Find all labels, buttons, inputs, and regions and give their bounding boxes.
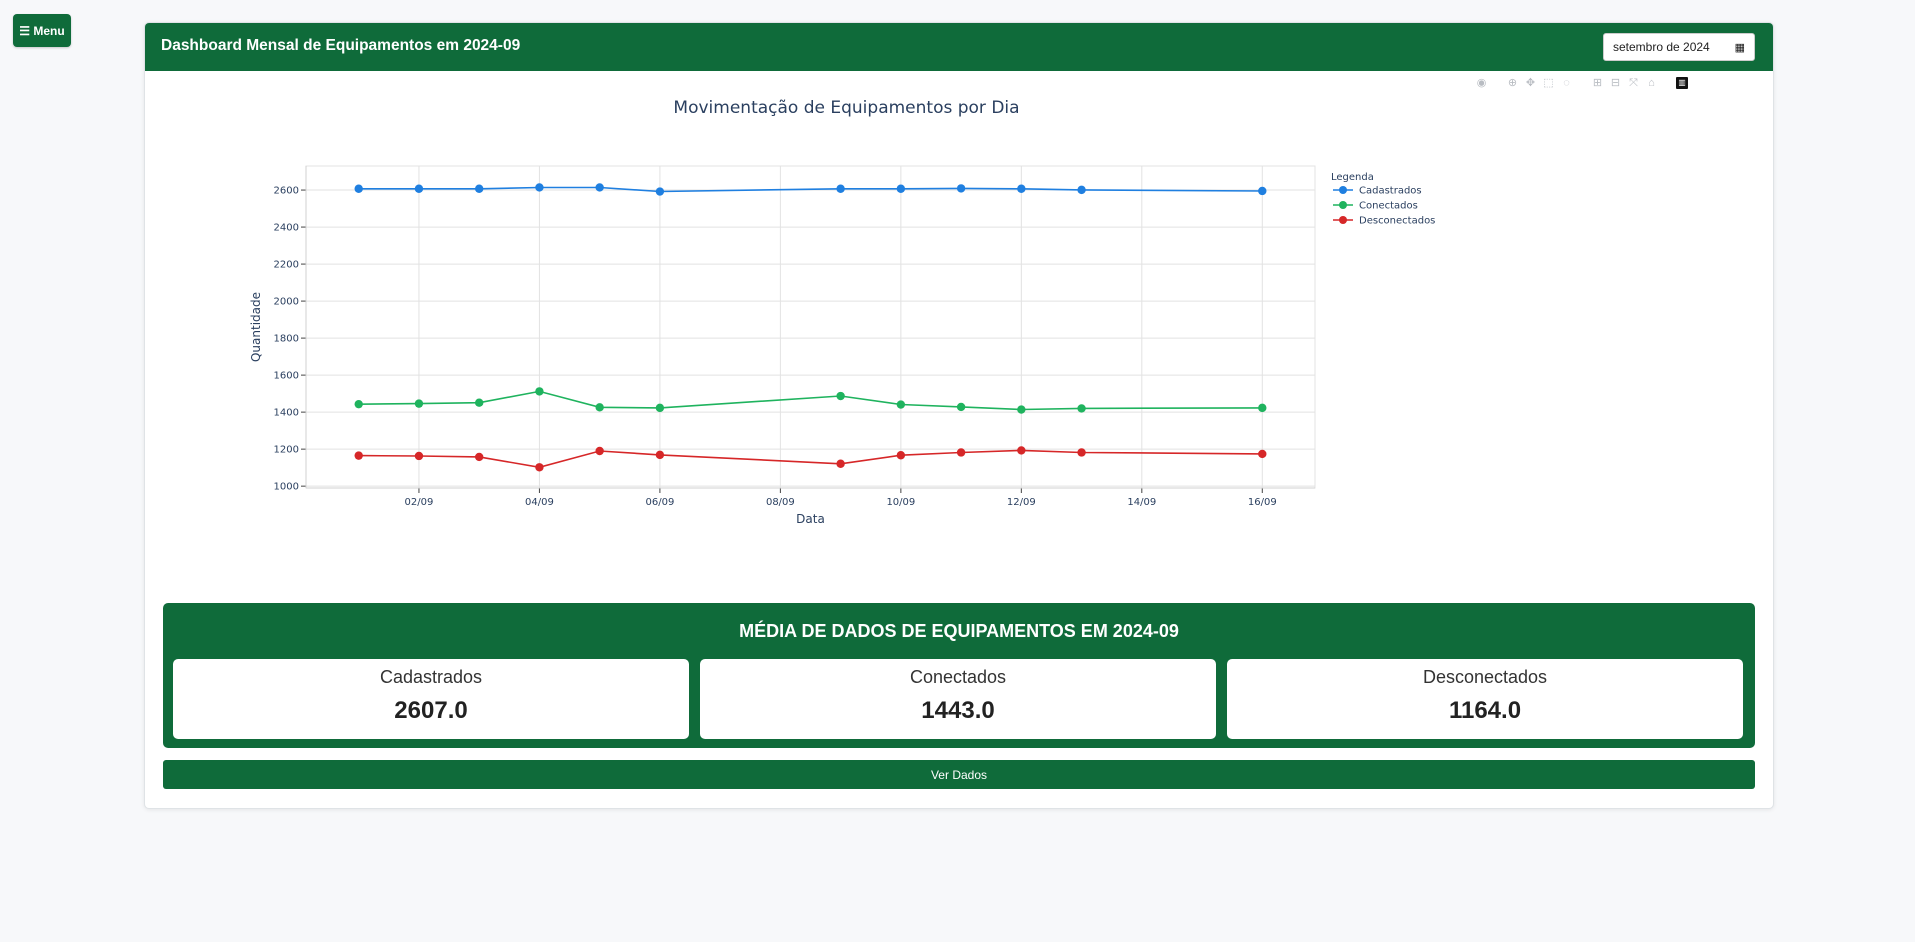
- legend-entry-cadastrados: Cadastrados: [1359, 186, 1422, 197]
- data-point-conectados: [1077, 404, 1086, 413]
- data-point-cadastrados: [655, 187, 665, 196]
- data-point-conectados: [354, 399, 363, 409]
- month-picker-input[interactable]: setembro de 2024 ▦: [1603, 33, 1755, 61]
- pan-icon[interactable]: ✥: [1525, 76, 1536, 89]
- page-title: Dashboard Mensal de Equipamentos em 2024…: [161, 37, 521, 54]
- legend-entry-conectados: Conectados: [1359, 201, 1418, 212]
- y-tick-label: 2600: [274, 186, 299, 197]
- stat-label: Desconectados: [1422, 667, 1548, 687]
- data-point-conectados: [1258, 403, 1267, 413]
- y-tick-label: 1400: [274, 408, 299, 419]
- data-point-desconectados: [595, 446, 604, 456]
- data-point-desconectados: [956, 448, 966, 457]
- stat-label: Cadastrados: [379, 667, 483, 687]
- legend-swatch-marker: [1339, 216, 1347, 224]
- box-select-icon[interactable]: ⬚: [1543, 76, 1554, 89]
- data-point-desconectados: [474, 452, 484, 462]
- data-point-conectados: [836, 391, 845, 401]
- y-tick-label: 1200: [274, 445, 299, 456]
- data-point-conectados: [655, 403, 665, 413]
- x-tick-label: 06/09: [645, 497, 674, 508]
- camera-icon[interactable]: ◉: [1476, 76, 1487, 89]
- series-line-cadastrados: [358, 186, 1263, 193]
- y-tick-label: 2000: [274, 297, 299, 308]
- y-tick-label: 1000: [274, 482, 299, 493]
- data-point-cadastrados: [836, 184, 845, 193]
- data-point-cadastrados: [595, 183, 604, 192]
- data-point-conectados: [535, 387, 544, 396]
- card-header: Dashboard Mensal de Equipamentos em 2024…: [145, 23, 1773, 71]
- x-axis-label: Data: [796, 512, 825, 526]
- x-tick-label: 10/09: [886, 497, 915, 508]
- x-tick-label: 08/09: [766, 497, 795, 508]
- chart-title: Movimentação de Equipamentos por Dia: [673, 98, 1019, 118]
- autoscale-icon[interactable]: ⤧: [1629, 76, 1638, 89]
- calendar-icon[interactable]: ▦: [1734, 41, 1745, 54]
- plotly-logo-icon[interactable]: ▥: [1676, 77, 1688, 89]
- data-point-conectados: [1017, 405, 1026, 414]
- y-tick-label: 2400: [274, 223, 299, 234]
- legend-title: Legenda: [1331, 172, 1374, 183]
- zoom-out-icon[interactable]: ⊟: [1610, 76, 1621, 89]
- stat-value: 2607.0: [394, 697, 468, 724]
- menu-button[interactable]: ☰ Menu: [13, 14, 71, 47]
- data-point-cadastrados: [414, 184, 424, 193]
- data-point-conectados: [956, 402, 966, 412]
- x-tick-label: 16/09: [1248, 497, 1277, 508]
- x-tick-label: 12/09: [1007, 497, 1036, 508]
- data-point-desconectados: [535, 463, 544, 472]
- zoom-icon[interactable]: ⊕: [1507, 76, 1518, 89]
- chart-modebar: ◉ ⊕ ✥ ⬚ ◌ ⊞ ⊟ ⤧ ⌂ ▥: [1475, 76, 1688, 90]
- reset-axes-icon[interactable]: ⌂: [1648, 76, 1655, 89]
- plot-area: [305, 165, 1316, 489]
- lasso-select-icon[interactable]: ◌: [1563, 76, 1570, 89]
- data-point-desconectados: [836, 459, 845, 468]
- data-point-cadastrados: [535, 183, 544, 192]
- x-tick-label: 14/09: [1127, 497, 1156, 508]
- data-point-cadastrados: [1017, 184, 1026, 193]
- legend-swatch-marker: [1339, 201, 1347, 209]
- stat-card-cadastrados: Cadastrados 2607.0: [173, 659, 689, 739]
- stat-card-desconectados: Desconectados 1164.0: [1227, 659, 1743, 739]
- data-point-conectados: [474, 398, 484, 407]
- data-point-cadastrados: [956, 184, 966, 193]
- data-point-cadastrados: [1077, 185, 1086, 195]
- x-tick-label: 02/09: [405, 497, 434, 508]
- data-point-desconectados: [414, 451, 424, 461]
- data-point-conectados: [414, 399, 424, 408]
- data-point-desconectados: [655, 450, 665, 460]
- summary-title: MÉDIA DE DADOS DE EQUIPAMENTOS EM 2024-0…: [739, 621, 1179, 641]
- summary-panel: MÉDIA DE DADOS DE EQUIPAMENTOS EM 2024-0…: [163, 603, 1755, 748]
- data-point-desconectados: [1077, 448, 1086, 457]
- stat-label: Conectados: [909, 667, 1007, 687]
- data-point-desconectados: [354, 451, 363, 460]
- series-line-desconectados: [358, 449, 1263, 469]
- data-point-cadastrados: [474, 184, 484, 193]
- stat-card-conectados: Conectados 1443.0: [700, 659, 1216, 739]
- data-point-desconectados: [896, 451, 906, 460]
- x-tick-label: 04/09: [525, 497, 554, 508]
- y-axis-label: Quantidade: [249, 292, 263, 362]
- line-chart: Movimentação de Equipamentos por Dia 1000…: [249, 98, 1435, 526]
- data-point-desconectados: [1258, 449, 1267, 459]
- y-tick-label: 1800: [274, 334, 299, 345]
- dashboard-card: Dashboard Mensal de Equipamentos em 2024…: [144, 22, 1774, 809]
- data-point-cadastrados: [1258, 186, 1267, 196]
- series-line-conectados: [358, 390, 1263, 411]
- y-tick-label: 1600: [274, 371, 299, 382]
- legend-entry-desconectados: Desconectados: [1359, 216, 1435, 227]
- y-tick-label: 2200: [274, 260, 299, 271]
- ver-dados-button[interactable]: Ver Dados: [163, 760, 1755, 789]
- legend-swatch-marker: [1339, 186, 1347, 194]
- data-point-conectados: [595, 403, 604, 412]
- data-point-cadastrados: [896, 184, 906, 193]
- data-point-cadastrados: [354, 184, 363, 193]
- zoom-in-icon[interactable]: ⊞: [1592, 76, 1603, 89]
- month-picker-value: setembro de 2024: [1613, 40, 1710, 54]
- data-point-desconectados: [1017, 446, 1026, 455]
- stat-value: 1164.0: [1448, 697, 1522, 724]
- data-point-conectados: [896, 400, 906, 409]
- stat-value: 1443.0: [921, 697, 995, 724]
